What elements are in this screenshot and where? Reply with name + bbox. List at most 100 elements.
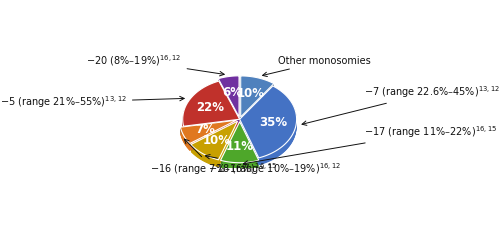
Polygon shape	[240, 81, 274, 122]
Polygon shape	[218, 81, 239, 122]
Polygon shape	[240, 88, 296, 160]
Text: −18 (range 10%–19%)$^{16,12}$: −18 (range 10%–19%)$^{16,12}$	[206, 154, 342, 177]
Polygon shape	[240, 77, 274, 118]
Polygon shape	[191, 124, 238, 162]
Text: 7%: 7%	[195, 123, 215, 136]
Polygon shape	[220, 122, 259, 163]
Polygon shape	[180, 125, 236, 149]
Polygon shape	[240, 81, 274, 122]
Polygon shape	[240, 86, 296, 158]
Text: −5 (range 21%–55%)$^{13,12}$: −5 (range 21%–55%)$^{13,12}$	[0, 94, 184, 110]
Polygon shape	[182, 82, 240, 127]
Polygon shape	[218, 79, 239, 120]
Polygon shape	[191, 125, 238, 163]
Polygon shape	[220, 128, 259, 169]
Text: 10%: 10%	[237, 87, 265, 100]
Polygon shape	[180, 126, 236, 150]
Polygon shape	[191, 124, 238, 163]
Polygon shape	[220, 124, 259, 165]
Polygon shape	[218, 80, 239, 121]
Polygon shape	[240, 91, 296, 163]
Polygon shape	[220, 125, 259, 166]
Polygon shape	[240, 92, 296, 164]
Polygon shape	[182, 88, 240, 133]
Polygon shape	[191, 122, 238, 160]
Polygon shape	[182, 85, 240, 131]
Polygon shape	[180, 127, 236, 150]
Polygon shape	[240, 78, 274, 119]
Polygon shape	[191, 128, 238, 166]
Polygon shape	[191, 122, 238, 161]
Polygon shape	[218, 79, 239, 120]
Polygon shape	[240, 90, 296, 162]
Polygon shape	[240, 91, 296, 163]
Polygon shape	[240, 82, 274, 123]
Text: 22%: 22%	[196, 101, 224, 114]
Polygon shape	[220, 124, 259, 165]
Polygon shape	[240, 90, 296, 162]
Text: −17 (range 11%–22%)$^{16,15}$: −17 (range 11%–22%)$^{16,15}$	[244, 124, 497, 165]
Polygon shape	[240, 88, 296, 159]
Polygon shape	[220, 125, 259, 166]
Polygon shape	[220, 123, 259, 164]
Polygon shape	[191, 127, 238, 166]
Polygon shape	[218, 83, 239, 124]
Polygon shape	[182, 87, 240, 132]
Polygon shape	[191, 123, 238, 162]
Polygon shape	[191, 125, 238, 164]
Polygon shape	[240, 87, 296, 159]
Polygon shape	[240, 86, 296, 158]
Polygon shape	[218, 77, 239, 118]
Polygon shape	[220, 122, 259, 163]
Text: −16 (range 7%–16%)$^{16,15}$: −16 (range 7%–16%)$^{16,15}$	[150, 139, 278, 177]
Polygon shape	[220, 129, 259, 170]
Polygon shape	[240, 93, 296, 165]
Polygon shape	[182, 83, 240, 128]
Polygon shape	[240, 83, 274, 124]
Polygon shape	[240, 77, 274, 118]
Polygon shape	[240, 79, 274, 120]
Polygon shape	[180, 123, 236, 146]
Polygon shape	[240, 80, 274, 121]
Text: 35%: 35%	[260, 116, 287, 129]
Polygon shape	[180, 128, 236, 151]
Polygon shape	[182, 85, 240, 130]
Polygon shape	[182, 83, 240, 128]
Polygon shape	[218, 78, 239, 119]
Polygon shape	[182, 86, 240, 131]
Polygon shape	[220, 127, 259, 168]
Polygon shape	[218, 76, 239, 117]
Polygon shape	[240, 83, 274, 124]
Polygon shape	[191, 127, 238, 165]
Polygon shape	[218, 82, 239, 123]
Polygon shape	[191, 123, 238, 161]
Polygon shape	[240, 88, 296, 160]
Polygon shape	[240, 82, 274, 123]
Polygon shape	[182, 84, 240, 130]
Polygon shape	[182, 84, 240, 129]
Polygon shape	[240, 77, 274, 117]
Polygon shape	[240, 78, 274, 119]
Polygon shape	[182, 81, 240, 126]
Polygon shape	[180, 121, 236, 145]
Text: 10%: 10%	[203, 134, 231, 147]
Polygon shape	[180, 125, 236, 148]
Polygon shape	[180, 127, 236, 150]
Polygon shape	[180, 124, 236, 147]
Polygon shape	[220, 123, 259, 164]
Text: 6%: 6%	[222, 86, 242, 99]
Text: −7 (range 22.6%–45%)$^{13,12}$: −7 (range 22.6%–45%)$^{13,12}$	[302, 84, 500, 125]
Polygon shape	[182, 88, 240, 134]
Polygon shape	[180, 120, 236, 143]
Polygon shape	[182, 82, 240, 127]
Polygon shape	[218, 78, 239, 119]
Polygon shape	[240, 93, 296, 165]
Polygon shape	[240, 89, 296, 161]
Text: Other monosomies: Other monosomies	[262, 56, 371, 77]
Polygon shape	[218, 80, 239, 121]
Polygon shape	[182, 84, 240, 129]
Polygon shape	[240, 89, 296, 161]
Polygon shape	[182, 88, 240, 133]
Polygon shape	[191, 126, 238, 164]
Polygon shape	[180, 126, 236, 149]
